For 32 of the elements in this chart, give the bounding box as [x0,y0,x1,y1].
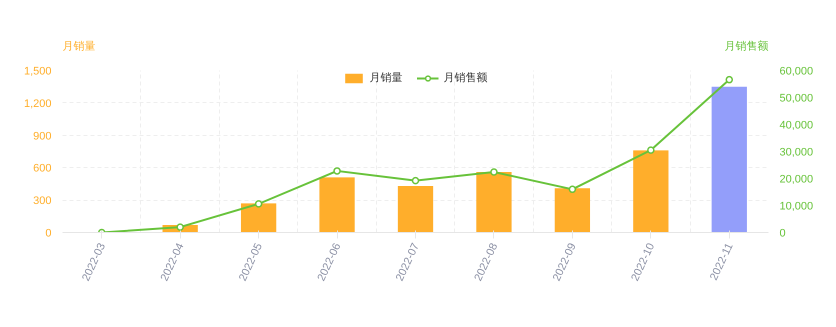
point [568,186,576,194]
point [333,167,341,175]
y2-tick-label: 0 [780,228,786,240]
point [412,176,420,184]
bar [633,150,668,232]
y-tick-label: 300 [33,195,52,208]
point [490,168,498,176]
y-tick-label: 600 [33,162,52,175]
y2-axis-title: 月销售额 [724,40,768,52]
point [176,223,184,231]
y2-tick-label: 10,000 [780,200,814,212]
point [647,146,655,154]
bar [476,172,512,232]
point [726,76,734,84]
bar [319,177,355,232]
y-tick-label: 900 [33,130,52,142]
y2-tick-label: 50,000 [780,92,814,104]
y-axis-title: 月销量 [62,40,96,52]
legend-label: 月销量 [370,71,402,85]
legend-label: 月销售额 [444,70,488,85]
y2-tick-label: 60,000 [780,66,814,78]
point [254,200,262,208]
y-tick-label: 0 [45,228,52,240]
bar [240,203,276,232]
y-tick-label: 1,200 [24,98,52,110]
bar [712,86,747,232]
y2-tick-label: 30,000 [780,146,814,158]
y2-tick-label: 20,000 [780,174,814,186]
y-tick-label: 1,500 [24,66,52,78]
bar [554,188,590,232]
y2-tick-label: 40,000 [780,120,814,132]
bar [398,186,434,232]
